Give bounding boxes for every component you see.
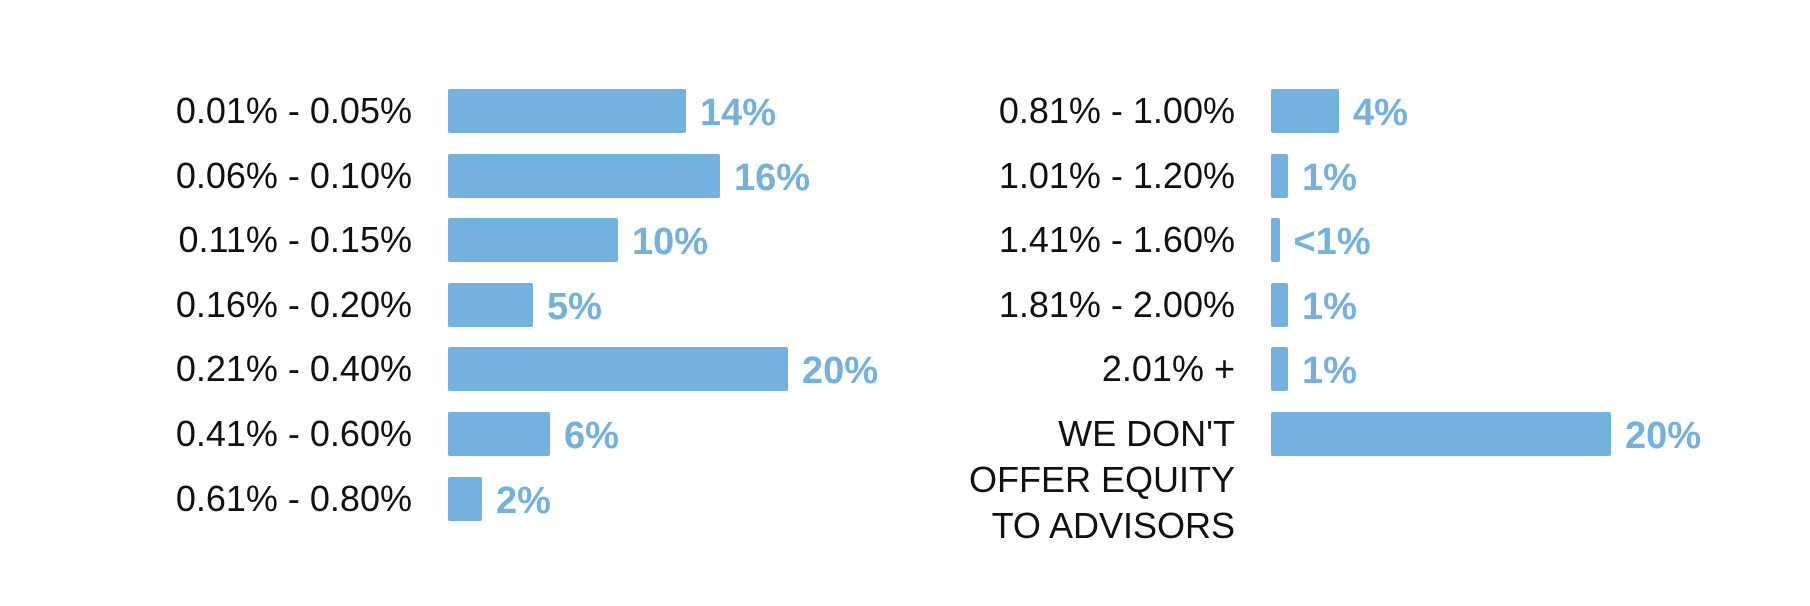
bar bbox=[1271, 412, 1611, 456]
value-label: 20% bbox=[1625, 415, 1702, 457]
category-label: 1.01% - 1.20% bbox=[998, 154, 1235, 196]
value-label: 20% bbox=[802, 350, 879, 393]
category-label: 1.81% - 2.00% bbox=[998, 283, 1235, 325]
bar bbox=[448, 153, 720, 198]
category-label: 0.06% - 0.10% bbox=[175, 154, 412, 196]
value-label: 10% bbox=[632, 221, 709, 264]
category-label: 1.41% - 1.60% bbox=[998, 219, 1235, 261]
value-label: 1% bbox=[1302, 350, 1357, 393]
bar bbox=[448, 347, 788, 392]
bar bbox=[448, 412, 550, 456]
bar bbox=[1271, 89, 1339, 133]
bar bbox=[448, 476, 482, 521]
category-label: 0.21% - 0.40% bbox=[175, 348, 412, 390]
category-label: WE DON'T OFFER EQUITY TO ADVISORS bbox=[968, 413, 1235, 546]
category-label: 0.41% - 0.60% bbox=[175, 413, 412, 454]
category-label: 0.81% - 1.00% bbox=[998, 90, 1235, 131]
bar bbox=[1271, 347, 1288, 392]
category-label: 2.01% + bbox=[1101, 348, 1235, 390]
category-label: 0.01% - 0.05% bbox=[175, 90, 412, 131]
value-label: 1% bbox=[1302, 285, 1357, 328]
value-label: <1% bbox=[1293, 221, 1371, 264]
bar bbox=[448, 89, 686, 133]
value-label: 1% bbox=[1302, 156, 1357, 199]
value-label: 14% bbox=[700, 92, 777, 134]
bar bbox=[1271, 282, 1288, 327]
value-label: 6% bbox=[564, 415, 619, 457]
category-label: 0.16% - 0.20% bbox=[175, 283, 412, 325]
category-label: 0.61% - 0.80% bbox=[175, 477, 412, 519]
category-label: 0.11% - 0.15% bbox=[178, 219, 412, 261]
value-label: 5% bbox=[547, 285, 602, 328]
bar bbox=[448, 218, 618, 263]
value-label: 4% bbox=[1353, 92, 1408, 134]
value-label: 2% bbox=[496, 479, 551, 522]
bar bbox=[448, 282, 533, 327]
bar bbox=[1271, 153, 1288, 198]
value-label: 16% bbox=[734, 156, 811, 199]
bar bbox=[1271, 218, 1280, 263]
